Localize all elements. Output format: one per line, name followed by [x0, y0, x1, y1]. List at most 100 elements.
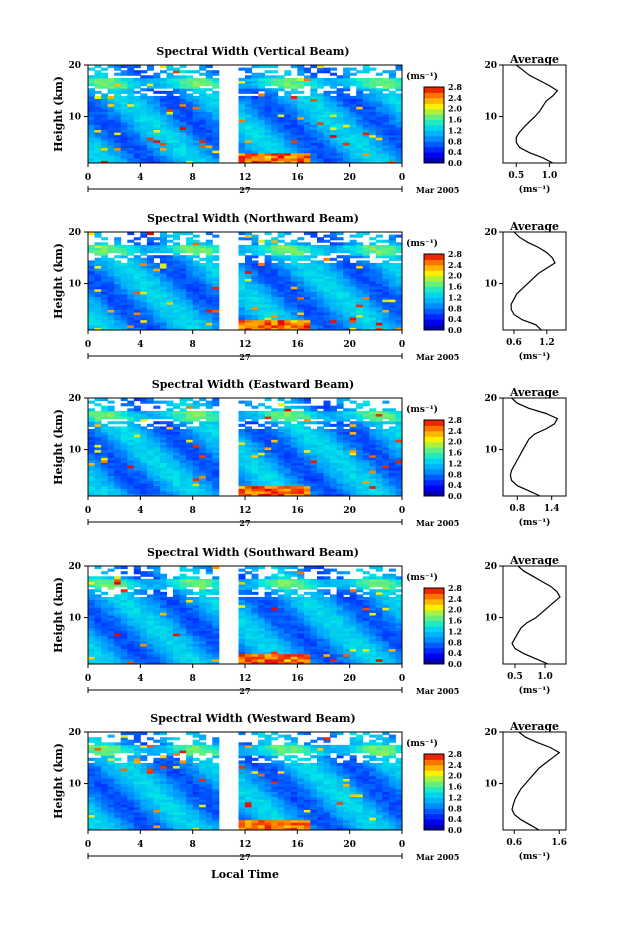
heatmap-cell [362, 265, 370, 269]
heatmap-cell [127, 661, 135, 665]
heatmap-cell [107, 83, 115, 87]
heatmap-cell [343, 160, 351, 164]
heatmap-cell [160, 454, 167, 458]
heatmap-cell [146, 126, 154, 130]
heatmap-cell [173, 475, 180, 479]
heatmap-cell [107, 268, 115, 272]
heatmap-cell [310, 124, 318, 128]
heatmap-cell [336, 421, 344, 425]
heatmap-cell [107, 444, 115, 448]
heatmap-cell [212, 454, 220, 458]
heatmap-cell [297, 119, 305, 123]
heatmap-cell [179, 90, 187, 94]
heatmap-cell [94, 242, 102, 246]
heatmap-cell [369, 452, 377, 456]
heatmap-cell [369, 98, 377, 102]
heatmap-cell [120, 439, 128, 443]
heatmap-cell [94, 434, 102, 438]
heatmap-cell [303, 244, 311, 248]
heatmap-cell [120, 596, 128, 600]
heatmap-cell [199, 301, 207, 305]
heatmap-cell [271, 293, 279, 297]
heatmap-cell [107, 132, 115, 136]
heatmap-cell [323, 108, 331, 112]
heatmap-cell [245, 462, 252, 466]
heatmap-cell [297, 317, 305, 321]
heatmap-cell [179, 477, 187, 481]
heatmap-cell [258, 132, 266, 136]
heatmap-cell [382, 126, 390, 130]
heatmap-cell [336, 255, 344, 259]
heatmap-cell [277, 126, 285, 130]
heatmap-cell [140, 80, 148, 84]
heatmap-cell [107, 250, 115, 254]
heatmap-cell [146, 410, 154, 414]
heatmap-cell [245, 270, 252, 274]
heatmap-cell [140, 88, 148, 92]
heatmap-cell [303, 255, 311, 259]
heatmap-cell [264, 436, 272, 440]
heatmap-cell [362, 106, 370, 110]
heatmap-cell [343, 95, 351, 99]
heatmap-cell [166, 142, 174, 146]
heatmap-cell [107, 452, 115, 456]
heatmap-cell [277, 319, 285, 323]
heatmap-cell [127, 418, 135, 422]
heatmap-cell [166, 324, 174, 328]
heatmap-cell [336, 250, 344, 254]
heatmap-cell [395, 93, 403, 97]
heatmap-cell [238, 306, 246, 310]
heatmap-cell [264, 470, 272, 474]
heatmap-cell [258, 273, 266, 277]
heatmap-cell [146, 114, 154, 118]
heatmap-cell [205, 418, 213, 422]
heatmap-cell [303, 293, 311, 297]
heatmap-cell [101, 612, 109, 616]
heatmap-cell [179, 408, 187, 412]
heatmap-cell [186, 265, 194, 269]
heatmap-cell [88, 488, 95, 492]
colorbar-band [424, 286, 444, 293]
heatmap-cell [264, 296, 272, 300]
heatmap-cell [205, 147, 213, 151]
heatmap-cell [382, 454, 390, 458]
heatmap-cell [388, 124, 396, 128]
heatmap-cell [271, 142, 279, 146]
heatmap-cell [310, 72, 318, 76]
heatmap-cell [94, 594, 102, 598]
colorbar-band [424, 308, 444, 315]
heatmap-cell [140, 98, 148, 102]
heatmap-cell [120, 454, 128, 458]
heatmap-cell [192, 405, 200, 409]
heatmap-cell [369, 124, 377, 128]
heatmap-cell [238, 324, 246, 328]
heatmap-cell [284, 278, 292, 282]
heatmap-cell [101, 250, 109, 254]
heatmap-cell [284, 449, 292, 453]
heatmap-cell [133, 98, 141, 102]
heatmap-cell [349, 132, 357, 136]
heatmap-cell [101, 454, 109, 458]
heatmap-cell [343, 475, 351, 479]
heatmap-cell [107, 155, 115, 159]
heatmap-cell [186, 462, 194, 466]
heatmap-cell [323, 265, 331, 269]
heatmap-cell [297, 144, 305, 148]
heatmap-cell [107, 324, 115, 328]
heatmap-cell [179, 421, 187, 425]
heatmap-cell [343, 304, 351, 308]
heatmap-cell [356, 160, 364, 164]
heatmap-cell [323, 306, 331, 310]
heatmap-cell [310, 462, 318, 466]
heatmap-cell [94, 441, 102, 445]
heatmap-cell [238, 95, 246, 99]
heatmap-cell [336, 324, 344, 328]
heatmap-cell [317, 116, 324, 120]
heatmap-cell [258, 423, 266, 427]
heatmap-cell [382, 493, 390, 497]
heatmap-cell [114, 607, 122, 611]
heatmap-cell [330, 477, 337, 481]
heatmap-cell [205, 152, 213, 156]
heatmap-cell [277, 299, 285, 303]
heatmap-cell [264, 160, 272, 164]
